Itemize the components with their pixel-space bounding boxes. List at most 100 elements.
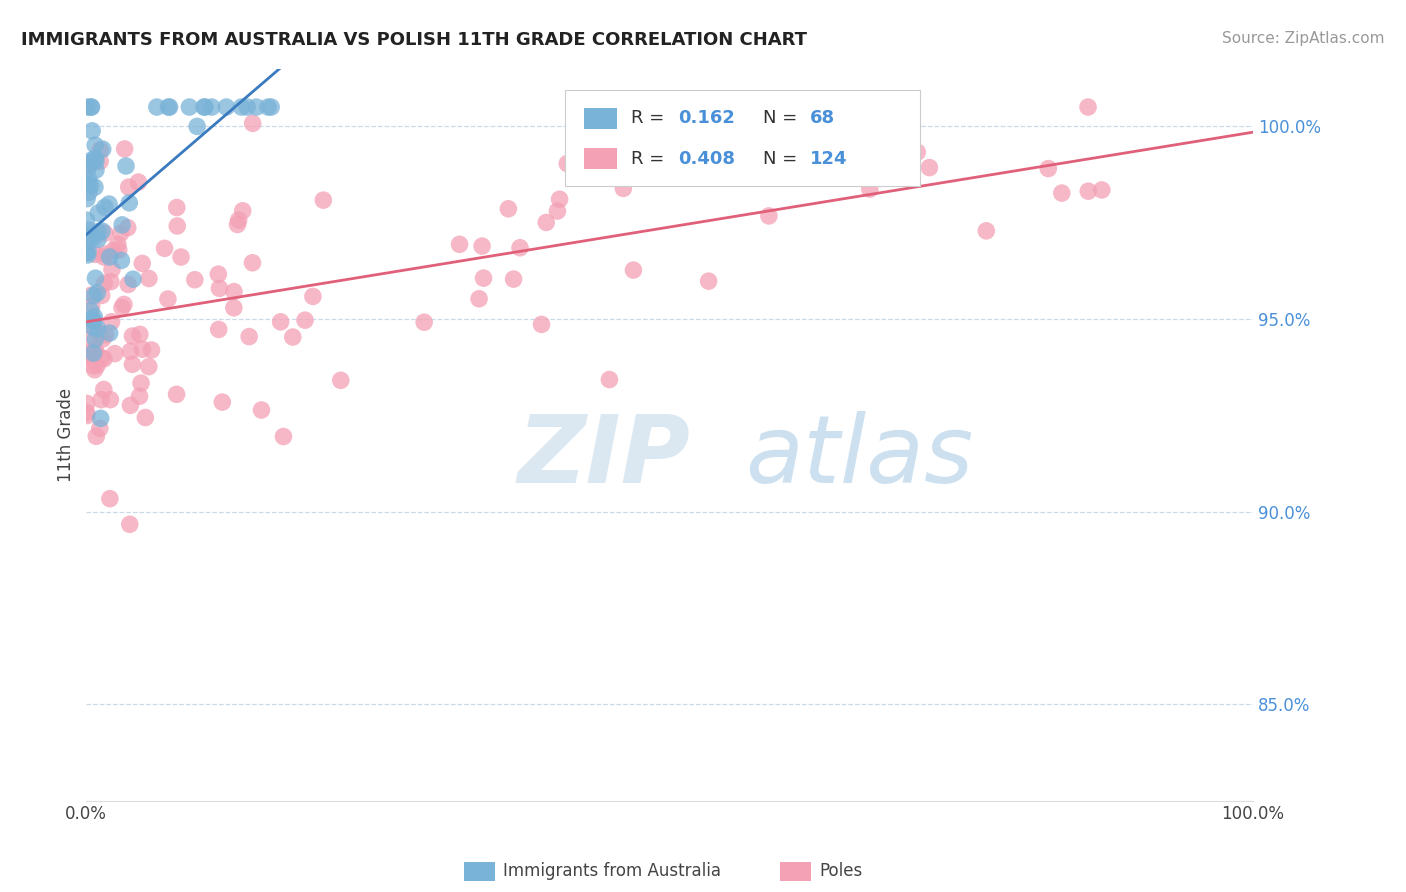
- Point: [77, 172, 100, 186]
- Point: [156, 292, 179, 306]
- Point: [101, 262, 124, 277]
- Point: [201, 100, 224, 114]
- Point: [153, 241, 176, 255]
- Point: [918, 161, 941, 175]
- Point: [82, 346, 104, 360]
- Point: [80, 178, 103, 193]
- Text: Source: ZipAtlas.com: Source: ZipAtlas.com: [1222, 31, 1385, 46]
- Point: [502, 272, 524, 286]
- Point: [146, 100, 169, 114]
- Point: [498, 202, 520, 216]
- Point: [87, 225, 110, 239]
- Point: [245, 100, 267, 114]
- Point: [80, 153, 103, 168]
- Point: [98, 326, 121, 340]
- Point: [94, 200, 117, 214]
- Point: [121, 329, 143, 343]
- Point: [100, 392, 122, 407]
- Point: [179, 100, 201, 114]
- Text: IMMIGRANTS FROM AUSTRALIA VS POLISH 11TH GRADE CORRELATION CHART: IMMIGRANTS FROM AUSTRALIA VS POLISH 11TH…: [21, 31, 807, 49]
- Point: [89, 154, 111, 169]
- Point: [118, 195, 141, 210]
- Point: [157, 100, 180, 114]
- Text: R =: R =: [631, 110, 671, 128]
- Point: [76, 396, 98, 410]
- Point: [76, 234, 98, 248]
- Point: [273, 429, 295, 443]
- Point: [242, 256, 264, 270]
- Point: [89, 143, 111, 157]
- Point: [1050, 186, 1073, 200]
- Point: [530, 318, 553, 332]
- Point: [555, 156, 578, 170]
- Point: [281, 330, 304, 344]
- Point: [184, 273, 207, 287]
- Point: [112, 297, 135, 311]
- Point: [257, 100, 280, 114]
- Point: [77, 332, 100, 346]
- Point: [905, 145, 928, 160]
- Point: [80, 229, 103, 244]
- Point: [138, 359, 160, 374]
- Text: N =: N =: [763, 150, 803, 168]
- Point: [110, 226, 132, 240]
- Point: [94, 226, 117, 240]
- Point: [166, 201, 188, 215]
- Point: [83, 231, 105, 245]
- Point: [548, 192, 571, 206]
- Point: [876, 100, 898, 114]
- Point: [86, 358, 108, 372]
- Point: [208, 322, 231, 336]
- Point: [76, 245, 98, 260]
- Point: [86, 321, 108, 335]
- Point: [166, 219, 188, 233]
- Text: 0.408: 0.408: [678, 150, 735, 168]
- Point: [449, 237, 471, 252]
- Point: [1038, 161, 1060, 176]
- Text: R =: R =: [631, 150, 671, 168]
- Point: [186, 120, 208, 134]
- Text: Poles: Poles: [820, 863, 863, 880]
- Point: [84, 163, 107, 178]
- Point: [242, 116, 264, 130]
- Point: [77, 223, 100, 237]
- Point: [976, 224, 998, 238]
- Point: [82, 318, 104, 333]
- Point: [91, 224, 114, 238]
- Point: [110, 253, 132, 268]
- Point: [84, 343, 107, 357]
- Point: [93, 250, 115, 264]
- Point: [79, 155, 101, 169]
- Text: 124: 124: [810, 150, 846, 168]
- Point: [84, 346, 107, 360]
- Point: [107, 243, 129, 257]
- Text: ZIP: ZIP: [517, 410, 690, 502]
- Point: [104, 346, 127, 360]
- Point: [312, 193, 335, 207]
- Point: [1091, 183, 1114, 197]
- Point: [83, 288, 105, 302]
- Point: [83, 310, 105, 324]
- Point: [121, 357, 143, 371]
- Point: [76, 100, 98, 114]
- Point: [111, 218, 134, 232]
- Point: [84, 429, 107, 443]
- Point: [80, 288, 103, 302]
- Point: [111, 301, 134, 315]
- Point: [115, 159, 138, 173]
- Point: [76, 235, 98, 250]
- Point: [302, 289, 325, 303]
- Text: 68: 68: [810, 110, 835, 128]
- Point: [623, 263, 645, 277]
- Point: [76, 178, 98, 192]
- Point: [90, 392, 112, 407]
- Point: [98, 491, 121, 506]
- Point: [131, 343, 153, 357]
- Point: [76, 349, 98, 363]
- Point: [1077, 184, 1099, 198]
- Point: [100, 315, 122, 329]
- Point: [82, 313, 104, 327]
- Point: [76, 192, 98, 206]
- Point: [89, 326, 111, 341]
- Point: [886, 101, 908, 115]
